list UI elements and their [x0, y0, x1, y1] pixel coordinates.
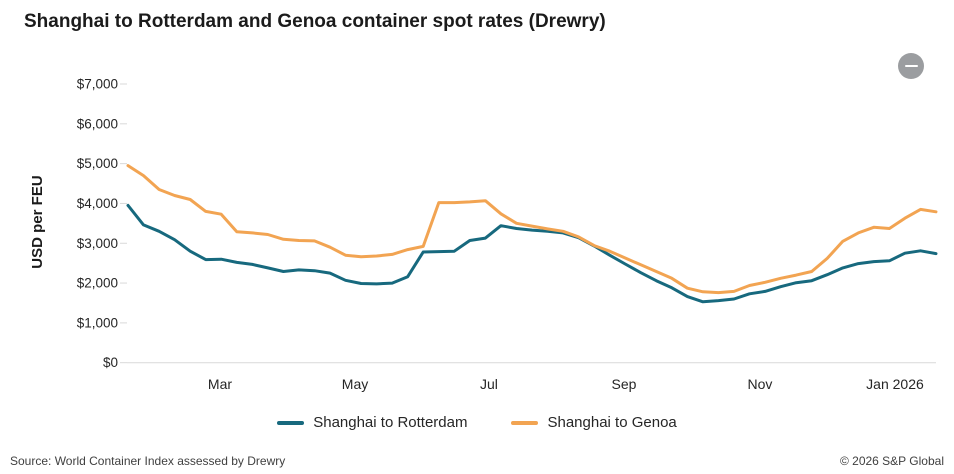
legend-label-genoa: Shanghai to Genoa: [547, 414, 677, 431]
collapse-chart-button[interactable]: [898, 53, 924, 79]
y-axis-tick-label: $2,000: [77, 276, 118, 291]
y-axis-tick-label: $4,000: [77, 196, 118, 211]
y-axis-tick-label: $3,000: [77, 236, 118, 251]
x-axis-tick-label: Sep: [612, 376, 637, 392]
series-line-genoa: [126, 164, 938, 295]
legend-label-rotterdam: Shanghai to Rotterdam: [313, 414, 468, 431]
legend-swatch-genoa: [511, 420, 539, 425]
series-line-rotterdam: [126, 203, 938, 304]
y-axis-tick-label: $7,000: [77, 77, 118, 92]
y-axis-tick-label: $0: [103, 355, 118, 370]
chart-footer: Source: World Container Index assessed b…: [0, 452, 954, 472]
copyright-note: © 2026 S&P Global: [839, 454, 944, 468]
x-axis-tick-label: Jan 2026: [866, 376, 924, 392]
y-axis-tick-label: $5,000: [77, 156, 118, 171]
legend-swatch-rotterdam: [277, 420, 305, 425]
x-axis-tick-label: Jul: [480, 376, 498, 392]
source-note: Source: World Container Index assessed b…: [10, 454, 286, 468]
legend-item-genoa[interactable]: Shanghai to Genoa: [511, 414, 677, 431]
page-title: Shanghai to Rotterdam and Genoa containe…: [24, 11, 606, 32]
chart-legend: Shanghai to Rotterdam Shanghai to Genoa: [0, 414, 954, 431]
x-axis-tick-label: Nov: [747, 376, 772, 392]
y-axis-tick-label: $6,000: [77, 116, 118, 131]
x-axis-tick-label: Mar: [208, 376, 232, 392]
x-axis-tick-label: May: [342, 376, 368, 392]
y-axis-tick-label: $1,000: [77, 315, 118, 330]
spot-rates-line-chart: $0 $1,000 $2,000 $3,000 $4,000 $5,000 $6,000 $7…: [77, 77, 938, 392]
minus-icon: [904, 65, 918, 67]
legend-item-rotterdam[interactable]: Shanghai to Rotterdam: [277, 414, 467, 431]
